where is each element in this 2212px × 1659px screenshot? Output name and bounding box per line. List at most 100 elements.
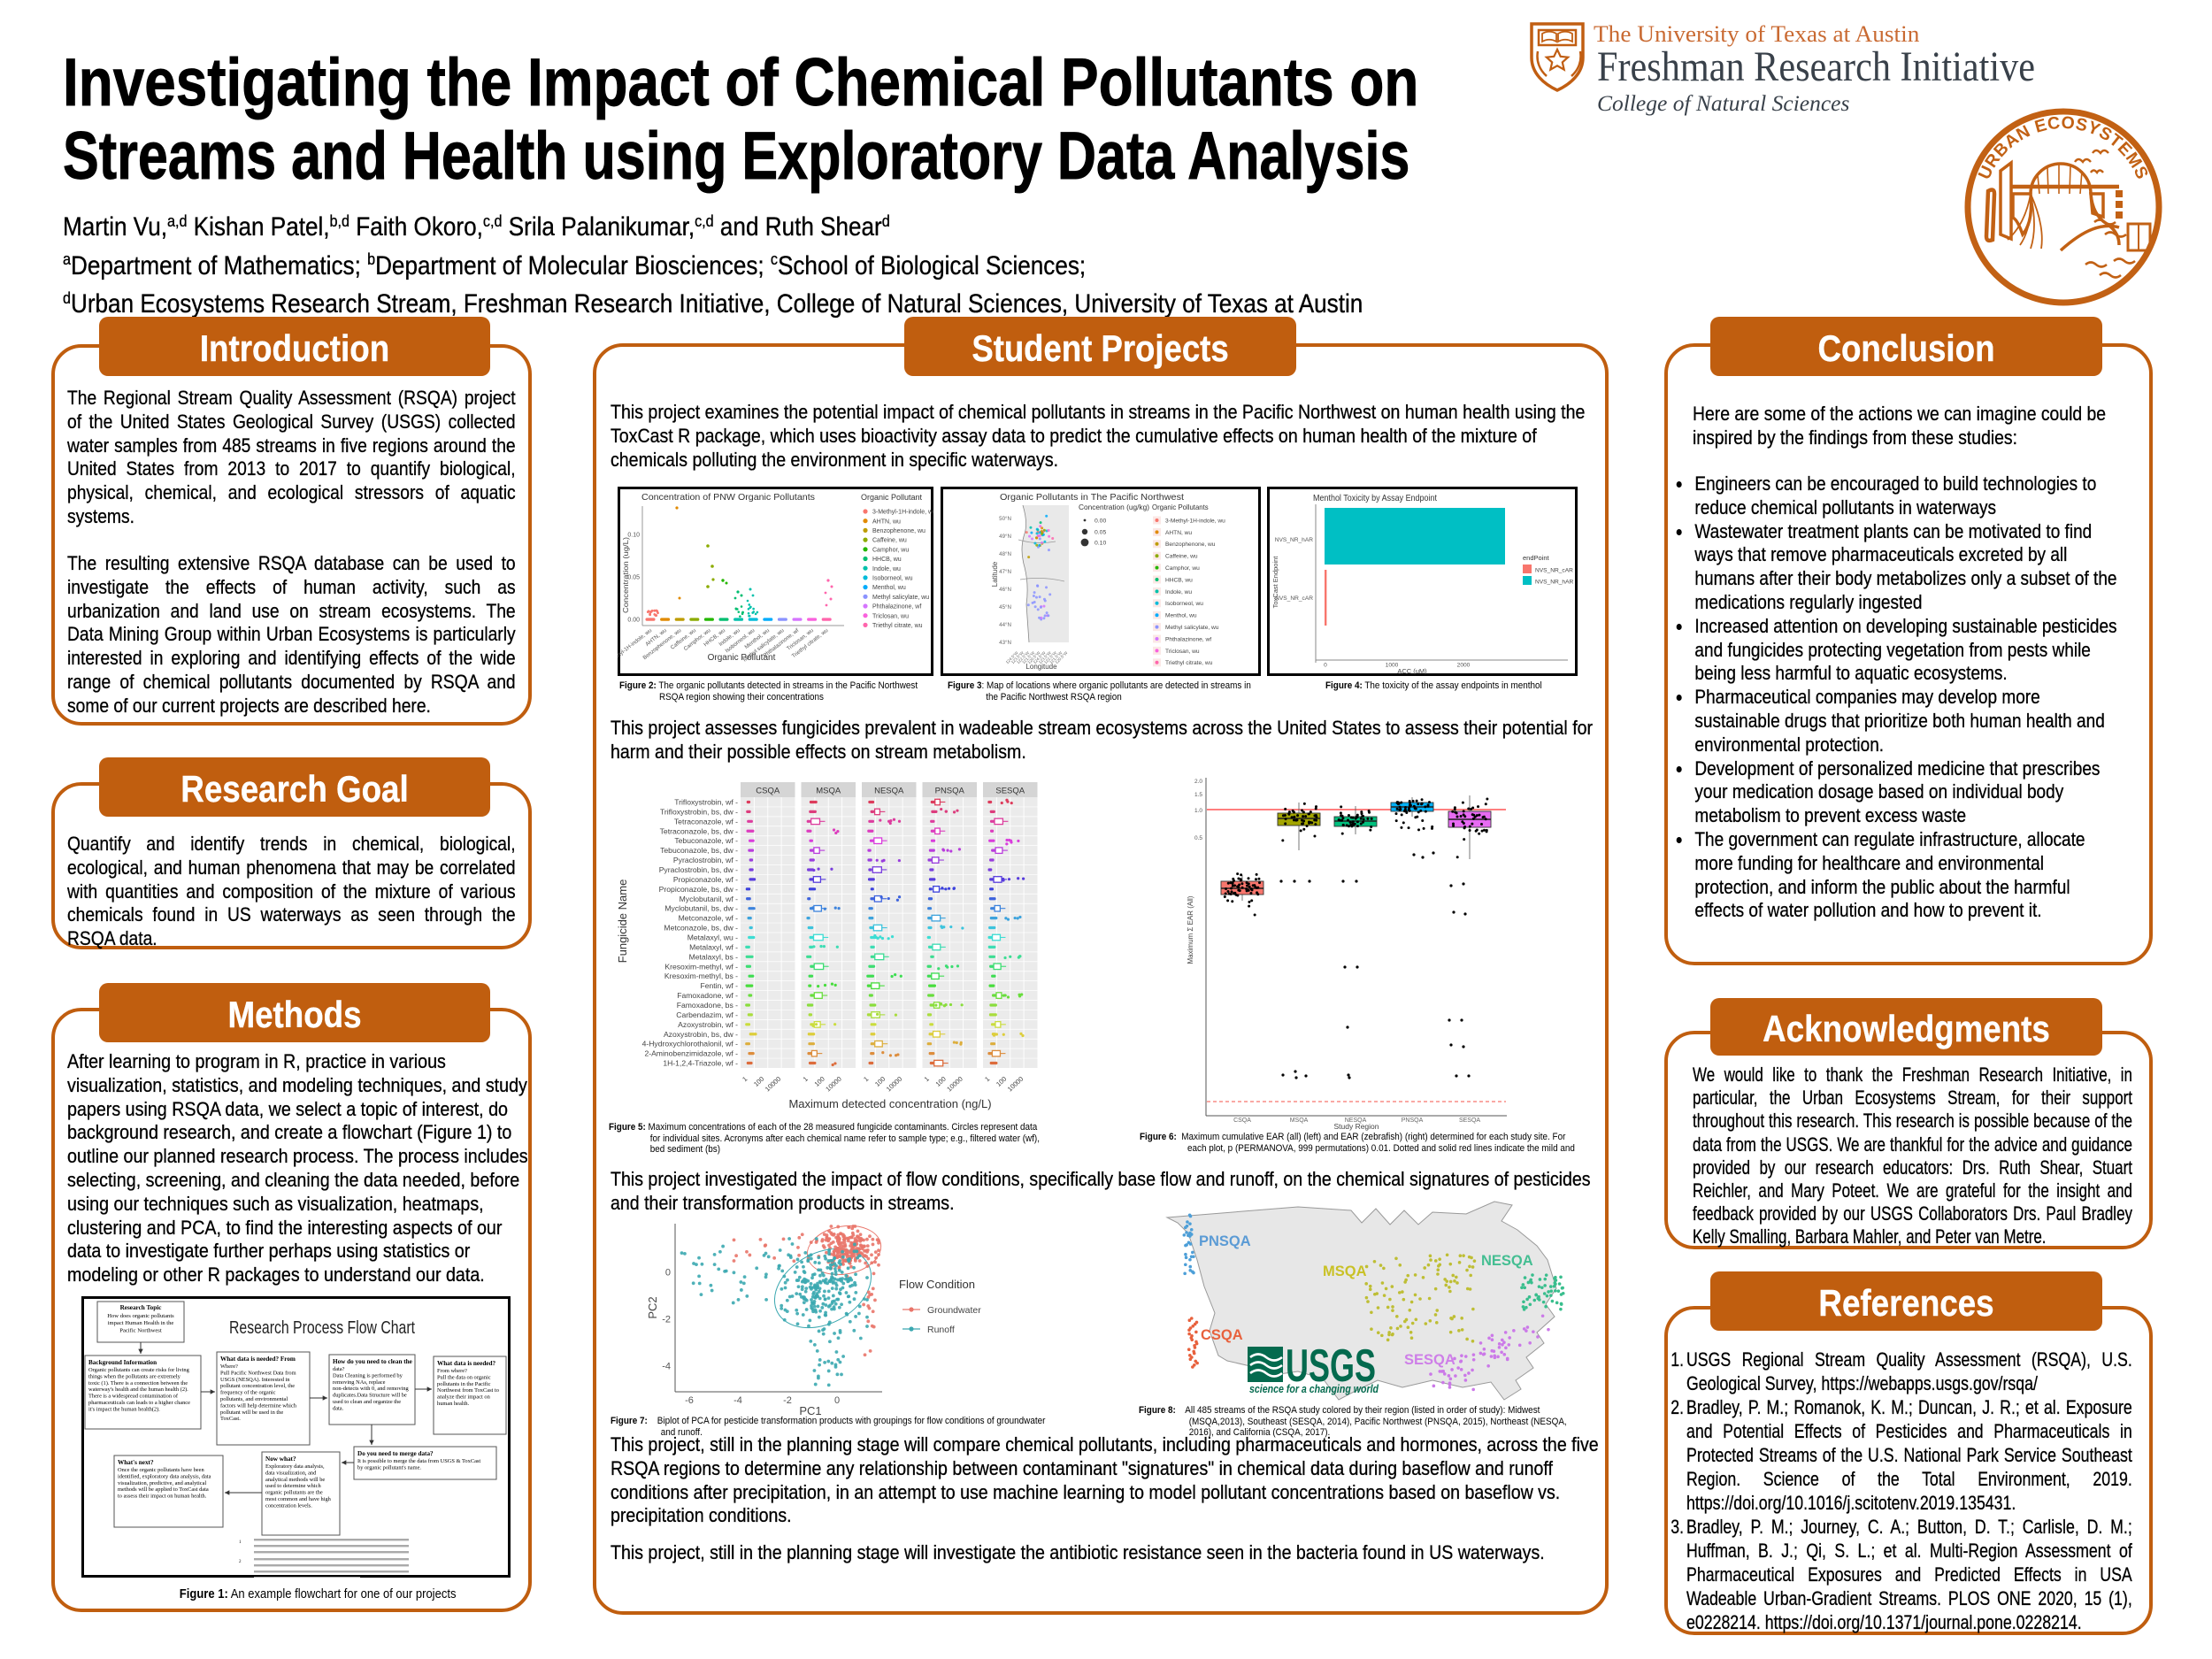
svg-text:concentration levels.: concentration levels. bbox=[265, 1502, 312, 1509]
svg-text:Propiconazole, bs, dw -: Propiconazole, bs, dw - bbox=[659, 885, 738, 894]
svg-text:-2: -2 bbox=[783, 1395, 792, 1406]
svg-text:3-Methyl-1H-indole, wu: 3-Methyl-1H-indole, wu bbox=[872, 510, 933, 516]
svg-text:Carbendazim, wf -: Carbendazim, wf - bbox=[676, 1010, 738, 1019]
svg-text:identified, exploratory data a: identified, exploratory data analysis, d… bbox=[118, 1473, 211, 1479]
svg-text:Pyraclostrobin, wf -: Pyraclostrobin, wf - bbox=[673, 856, 738, 864]
svg-text:pollutant will be used in the: pollutant will be used in the bbox=[220, 1409, 283, 1416]
svg-text:Pull the data on organic: Pull the data on organic bbox=[437, 1374, 491, 1380]
svg-text:Organic Pollutant: Organic Pollutant bbox=[861, 493, 923, 502]
svg-text:endPoint: endPoint bbox=[1523, 554, 1550, 562]
svg-text:-4: -4 bbox=[733, 1395, 742, 1406]
svg-text:Propiconazole, wf -: Propiconazole, wf - bbox=[673, 875, 738, 884]
svg-text:Trifloxystrobin, bs, dw -: Trifloxystrobin, bs, dw - bbox=[660, 807, 738, 816]
svg-text:frequency of the organic: frequency of the organic bbox=[220, 1390, 276, 1396]
svg-text:It is possible to merge the da: It is possible to merge the data from US… bbox=[357, 1458, 480, 1464]
svg-text:pollutants in the Pacific: pollutants in the Pacific bbox=[437, 1381, 491, 1387]
svg-text:0.05: 0.05 bbox=[1094, 530, 1106, 536]
svg-text:Organic Pollutant: Organic Pollutant bbox=[708, 653, 776, 663]
svg-text:pollutants, and environmental: pollutants, and environmental bbox=[220, 1396, 288, 1402]
svg-text:Maximum detected concentration: Maximum detected concentration (ng/L) bbox=[788, 1097, 991, 1110]
svg-text:analyze their impact on: analyze their impact on bbox=[437, 1394, 491, 1401]
svg-text:PC1: PC1 bbox=[799, 1404, 821, 1416]
svg-text:1: 1 bbox=[983, 1075, 991, 1083]
svg-text:0.10: 0.10 bbox=[627, 533, 640, 539]
svg-text:Kresoxim-methyl, bs -: Kresoxim-methyl, bs - bbox=[664, 972, 738, 980]
svg-text:Concentration (ug/kg): Concentration (ug/kg) bbox=[1079, 503, 1149, 511]
svg-text:used to determine which: used to determine which bbox=[265, 1483, 321, 1489]
svg-text:1.5: 1.5 bbox=[1194, 792, 1202, 798]
svg-text:10000: 10000 bbox=[945, 1075, 964, 1094]
svg-text:50°N: 50°N bbox=[999, 516, 1011, 522]
svg-text:things when the pollutants are: things when the pollutants are extremely bbox=[88, 1373, 181, 1379]
svg-text:visualization, predictive, and: visualization, predictive, and analytica… bbox=[118, 1480, 206, 1486]
svg-text:Runoff: Runoff bbox=[927, 1325, 955, 1335]
svg-text:organic pollutants are the: organic pollutants are the bbox=[265, 1490, 323, 1496]
svg-text:Menthol, wu: Menthol, wu bbox=[1165, 613, 1197, 619]
svg-text:human health.: human health. bbox=[437, 1401, 470, 1407]
svg-text:Methyl salicylate, wu: Methyl salicylate, wu bbox=[872, 595, 929, 601]
svg-text:Tetraconazole, bs, dw -: Tetraconazole, bs, dw - bbox=[660, 826, 739, 835]
svg-text:From where?: From where? bbox=[437, 1368, 467, 1374]
svg-text:PC2: PC2 bbox=[646, 1296, 659, 1318]
svg-text:Metalaxyl, wu -: Metalaxyl, wu - bbox=[687, 933, 738, 941]
svg-text:Methyl salicylate, wu: Methyl salicylate, wu bbox=[1165, 625, 1219, 631]
svg-text:1H-1,2,4-Triazole, wf -: 1H-1,2,4-Triazole, wf - bbox=[663, 1059, 738, 1068]
svg-text:NVS_NR_hAR: NVS_NR_hAR bbox=[1275, 537, 1313, 543]
svg-text:1: 1 bbox=[802, 1075, 810, 1083]
svg-text:10000: 10000 bbox=[764, 1075, 783, 1094]
svg-text:10000: 10000 bbox=[824, 1075, 843, 1094]
svg-text:Triclosan, wu: Triclosan, wu bbox=[872, 613, 909, 619]
svg-text:0.5: 0.5 bbox=[1194, 835, 1202, 841]
svg-text:10000: 10000 bbox=[885, 1075, 904, 1094]
svg-text:Concentration (ug/L): Concentration (ug/L) bbox=[622, 537, 630, 613]
svg-text:Exploratory data analysis,: Exploratory data analysis, bbox=[265, 1463, 325, 1470]
svg-text:Isoborneol, wu: Isoborneol, wu bbox=[872, 576, 913, 582]
svg-text:removing NAs, replace: removing NAs, replace bbox=[333, 1379, 386, 1386]
svg-text:-6: -6 bbox=[685, 1395, 694, 1406]
svg-text:Latitude: Latitude bbox=[991, 561, 999, 587]
svg-text:44°N: 44°N bbox=[999, 622, 1011, 628]
svg-text:2.0: 2.0 bbox=[1194, 779, 1202, 785]
svg-text:toxic (1). There is a connecti: toxic (1). There is a connection between… bbox=[88, 1380, 188, 1386]
svg-text:impact Human Health in the: impact Human Health in the bbox=[108, 1320, 174, 1326]
svg-text:NVS_NR_cAR: NVS_NR_cAR bbox=[1275, 595, 1313, 602]
svg-text:duplicates.Data Structure will: duplicates.Data Structure will be bbox=[333, 1393, 407, 1399]
svg-text:it's impact the human health(2: it's impact the human health(2). bbox=[88, 1406, 160, 1412]
svg-text:pharmaceuticals can leads to a: pharmaceuticals can leads to a higher ch… bbox=[88, 1400, 190, 1406]
svg-text:USGS (NESQA). Interested in: USGS (NESQA). Interested in bbox=[220, 1377, 290, 1383]
svg-text:Indole, wu: Indole, wu bbox=[872, 566, 901, 572]
svg-text:Maximum Σ EAR (All): Maximum Σ EAR (All) bbox=[1187, 895, 1194, 964]
svg-text:science for a changing world: science for a changing world bbox=[1249, 1383, 1379, 1395]
svg-text:Metconazole, bs, dw -: Metconazole, bs, dw - bbox=[664, 924, 738, 933]
svg-text:most common and have high: most common and have high bbox=[265, 1496, 332, 1502]
svg-text:Metalaxyl, bs -: Metalaxyl, bs - bbox=[689, 952, 739, 961]
svg-text:2000: 2000 bbox=[1457, 663, 1471, 669]
svg-text:MSQA: MSQA bbox=[1290, 1118, 1309, 1124]
svg-text:Pyraclostrobin, bs, dw -: Pyraclostrobin, bs, dw - bbox=[659, 865, 738, 874]
svg-text:ACC (uM): ACC (uM) bbox=[1397, 667, 1427, 675]
svg-text:2-Aminobenzimidazole, wf -: 2-Aminobenzimidazole, wf - bbox=[644, 1049, 738, 1058]
svg-text:SESQA: SESQA bbox=[1459, 1118, 1480, 1124]
svg-text:1: 1 bbox=[239, 1540, 242, 1545]
svg-text:PNSQA: PNSQA bbox=[935, 787, 965, 796]
svg-text:Benzophenone, wu: Benzophenone, wu bbox=[872, 528, 926, 534]
svg-text:0.00: 0.00 bbox=[1094, 518, 1106, 525]
svg-text:There is a widespread contamin: There is a widespread contamination of bbox=[88, 1394, 179, 1400]
svg-text:Metconazole, wf -: Metconazole, wf - bbox=[679, 914, 738, 923]
svg-text:Azoxystrobin, wf -: Azoxystrobin, wf - bbox=[678, 1020, 738, 1029]
svg-text:factors will help determine wh: factors will help determine which bbox=[220, 1402, 297, 1409]
svg-text:data visualization, and: data visualization, and bbox=[265, 1470, 317, 1476]
svg-text:Pull Pacific Northwest Data fr: Pull Pacific Northwest Data from bbox=[220, 1370, 296, 1376]
svg-text:MSQA: MSQA bbox=[1323, 1263, 1367, 1279]
svg-text:Now what?: Now what? bbox=[265, 1455, 296, 1463]
svg-text:by organic pollutant's name.: by organic pollutant's name. bbox=[357, 1464, 421, 1471]
svg-text:Research Topic: Research Topic bbox=[120, 1304, 163, 1311]
svg-text:1: 1 bbox=[923, 1075, 931, 1083]
svg-text:What's next?: What's next? bbox=[118, 1459, 154, 1466]
svg-text:Caffeine, wu: Caffeine, wu bbox=[1165, 554, 1198, 560]
svg-text:Tetraconazole, wf -: Tetraconazole, wf - bbox=[674, 817, 738, 826]
svg-text:Longitude: Longitude bbox=[1025, 663, 1057, 671]
svg-text:USGS: USGS bbox=[1286, 1340, 1376, 1392]
svg-text:Triclosan, wu: Triclosan, wu bbox=[1165, 649, 1200, 655]
svg-text:Menthol Toxicity by Assay Endp: Menthol Toxicity by Assay Endpoint bbox=[1313, 493, 1437, 503]
